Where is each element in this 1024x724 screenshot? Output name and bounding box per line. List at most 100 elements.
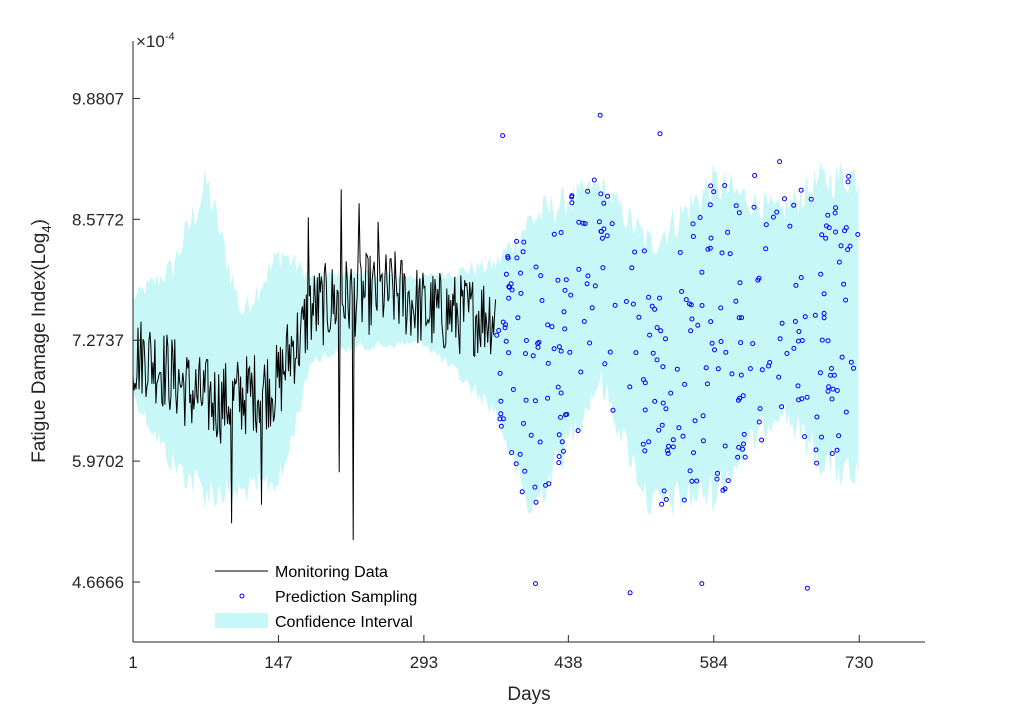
prediction-point	[829, 451, 835, 456]
prediction-point	[596, 219, 602, 225]
prediction-point	[646, 439, 652, 445]
prediction-point	[607, 349, 613, 355]
prediction-point	[558, 414, 563, 420]
prediction-point	[703, 365, 709, 371]
prediction-point	[676, 425, 682, 431]
prediction-point	[632, 249, 638, 255]
prediction-point	[750, 341, 756, 347]
prediction-point	[697, 215, 703, 220]
prediction-point	[795, 383, 801, 389]
prediction-point	[770, 214, 776, 220]
prediction-point	[559, 439, 565, 445]
prediction-point	[736, 444, 742, 450]
prediction-point	[812, 312, 818, 318]
prediction-point	[736, 210, 742, 216]
prediction-point	[751, 204, 757, 210]
prediction-point	[592, 283, 598, 289]
prediction-point	[591, 177, 597, 183]
axes: 1 147 293 438 584 730 4.6666 5.9702 7.2737 8.577…	[72, 41, 925, 672]
prediction-point	[709, 340, 715, 346]
prediction-point	[545, 395, 551, 401]
y-tick-label: 8.5772	[72, 210, 124, 229]
prediction-point	[605, 193, 610, 199]
prediction-point	[640, 441, 646, 447]
prediction-point	[654, 325, 660, 331]
y-axis-label: Fatigue Damage Index(Log4)	[29, 219, 54, 463]
prediction-point	[821, 310, 827, 316]
prediction-point	[556, 344, 562, 350]
prediction-point	[523, 351, 528, 357]
prediction-sampling-series	[494, 112, 861, 596]
prediction-point	[642, 380, 648, 386]
prediction-point	[494, 332, 500, 338]
prediction-point	[791, 345, 797, 351]
prediction-point	[733, 203, 739, 209]
prediction-point	[690, 221, 696, 227]
prediction-point	[836, 259, 842, 265]
prediction-point	[722, 183, 728, 188]
prediction-point	[510, 387, 516, 392]
prediction-point	[666, 443, 671, 449]
prediction-point	[832, 210, 838, 216]
prediction-point	[523, 397, 529, 403]
prediction-point	[561, 309, 567, 315]
prediction-point	[576, 219, 582, 225]
prediction-point	[555, 277, 561, 283]
prediction-point	[641, 248, 647, 254]
prediction-point	[519, 489, 525, 495]
prediction-point	[558, 348, 564, 354]
prediction-point	[498, 423, 504, 429]
prediction-point	[551, 231, 557, 237]
prediction-point	[518, 270, 523, 276]
prediction-point	[819, 434, 824, 440]
prediction-point	[601, 200, 607, 206]
prediction-point	[659, 501, 665, 507]
x-axis-label: Days	[507, 684, 550, 705]
prediction-point	[515, 315, 521, 321]
prediction-point	[718, 339, 724, 344]
prediction-point	[555, 384, 561, 390]
prediction-point	[682, 381, 688, 387]
prediction-point	[598, 228, 604, 234]
prediction-point	[833, 205, 839, 211]
prediction-point	[841, 281, 847, 287]
prediction-point	[712, 347, 717, 353]
prediction-point	[597, 112, 603, 118]
prediction-point	[500, 319, 506, 325]
prediction-point	[736, 315, 742, 321]
prediction-point	[513, 461, 519, 467]
prediction-point	[825, 388, 831, 394]
prediction-point	[528, 432, 534, 438]
prediction-point	[562, 326, 568, 332]
prediction-point	[804, 585, 810, 591]
prediction-point	[601, 226, 607, 232]
prediction-point	[642, 407, 648, 413]
prediction-point	[567, 349, 573, 355]
prediction-point	[610, 407, 616, 413]
prediction-point	[670, 444, 676, 450]
prediction-point	[739, 315, 745, 321]
prediction-point	[755, 277, 761, 283]
prediction-point	[777, 336, 783, 342]
prediction-point	[636, 314, 642, 320]
prediction-point	[742, 454, 748, 460]
prediction-point	[689, 316, 695, 322]
prediction-point	[792, 319, 798, 324]
prediction-point	[520, 249, 526, 255]
confidence-interval-band	[133, 162, 859, 517]
prediction-point	[575, 428, 581, 434]
prediction-point	[802, 434, 807, 440]
prediction-point	[521, 421, 526, 426]
prediction-point	[599, 235, 605, 241]
prediction-point	[752, 173, 758, 178]
prediction-point	[838, 243, 844, 249]
prediction-point	[829, 396, 835, 402]
prediction-point	[699, 581, 705, 587]
prediction-point	[740, 446, 745, 452]
prediction-point	[668, 390, 674, 396]
prediction-point	[627, 590, 633, 596]
prediction-point	[842, 228, 848, 234]
prediction-point	[689, 478, 695, 484]
prediction-point	[719, 250, 725, 256]
prediction-point	[814, 414, 820, 420]
